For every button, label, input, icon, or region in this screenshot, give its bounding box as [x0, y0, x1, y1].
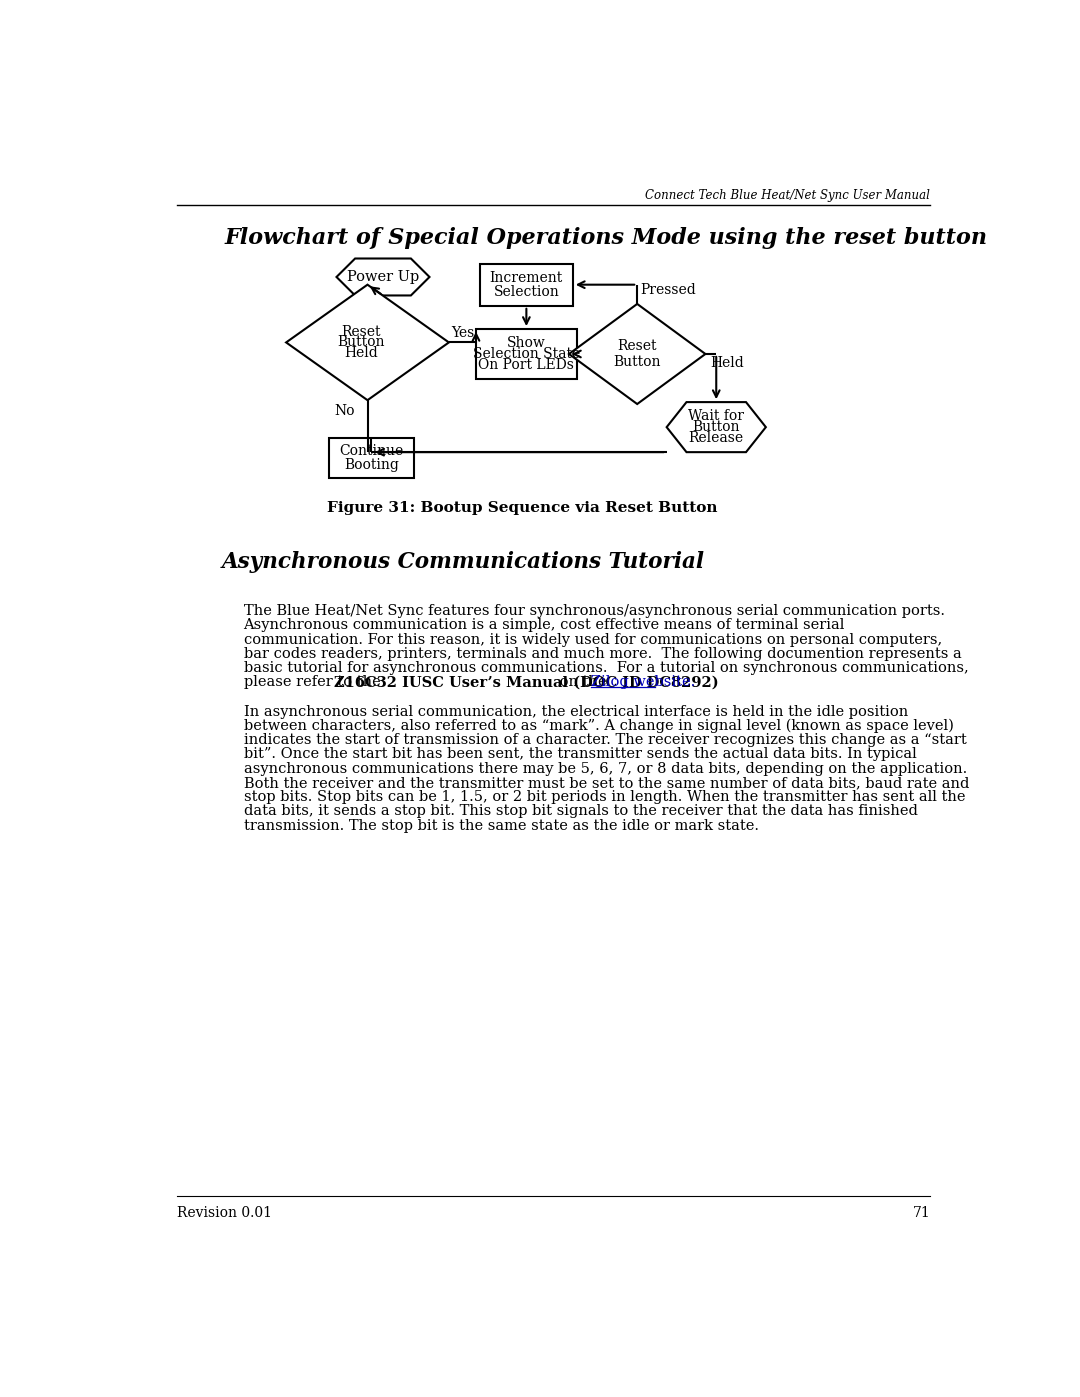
Text: Button: Button — [338, 335, 386, 349]
Text: Held: Held — [711, 356, 744, 370]
Text: Selection State: Selection State — [473, 346, 580, 360]
Text: Connect Tech Blue Heat/Net Sync User Manual: Connect Tech Blue Heat/Net Sync User Man… — [645, 189, 930, 203]
Text: Button: Button — [692, 420, 740, 434]
Text: asynchronous communications there may be 5, 6, 7, or 8 data bits, depending on t: asynchronous communications there may be… — [243, 761, 967, 775]
Text: basic tutorial for asynchronous communications.  For a tutorial on synchronous c: basic tutorial for asynchronous communic… — [243, 661, 969, 675]
Text: Button: Button — [613, 355, 661, 369]
Text: On Port LEDs: On Port LEDs — [478, 358, 575, 372]
Text: on the: on the — [555, 676, 611, 690]
Text: Zilog website.: Zilog website. — [591, 676, 696, 690]
Text: Release: Release — [689, 430, 744, 444]
Text: Booting: Booting — [343, 458, 399, 472]
Text: Continue: Continue — [339, 444, 404, 458]
Text: Power Up: Power Up — [347, 270, 419, 284]
Text: data bits, it sends a stop bit. This stop bit signals to the receiver that the d: data bits, it sends a stop bit. This sto… — [243, 805, 917, 819]
Text: please refer to the: please refer to the — [243, 676, 384, 690]
Text: Asynchronous Communications Tutorial: Asynchronous Communications Tutorial — [221, 550, 705, 573]
Polygon shape — [666, 402, 766, 453]
Text: In asynchronous serial communication, the electrical interface is held in the id: In asynchronous serial communication, th… — [243, 704, 908, 718]
Text: Increment: Increment — [489, 271, 563, 285]
Polygon shape — [569, 305, 705, 404]
Text: Both the receiver and the transmitter must be set to the same number of data bit: Both the receiver and the transmitter mu… — [243, 775, 969, 789]
Text: Yes: Yes — [451, 326, 474, 341]
Polygon shape — [286, 285, 449, 400]
Text: bar codes readers, printers, terminals and much more.  The following documention: bar codes readers, printers, terminals a… — [243, 647, 961, 661]
Bar — [480, 264, 572, 306]
Text: Revision 0.01: Revision 0.01 — [177, 1207, 272, 1221]
Text: Wait for: Wait for — [688, 409, 744, 423]
Text: The Blue Heat/Net Sync features four synchronous/asynchronous serial communicati: The Blue Heat/Net Sync features four syn… — [243, 605, 945, 619]
Text: between characters, also referred to as “mark”. A change in signal level (known : between characters, also referred to as … — [243, 719, 954, 733]
Text: 71: 71 — [913, 1207, 930, 1221]
Text: transmission. The stop bit is the same state as the idle or mark state.: transmission. The stop bit is the same s… — [243, 819, 758, 833]
Text: Figure 31: Bootup Sequence via Reset Button: Figure 31: Bootup Sequence via Reset But… — [327, 502, 718, 515]
Text: indicates the start of transmission of a character. The receiver recognizes this: indicates the start of transmission of a… — [243, 733, 967, 747]
Text: Pressed: Pressed — [640, 284, 697, 298]
Text: Selection: Selection — [494, 285, 559, 299]
Text: No: No — [334, 404, 354, 418]
Text: bit”. Once the start bit has been sent, the transmitter sends the actual data bi: bit”. Once the start bit has been sent, … — [243, 747, 916, 761]
Text: Held: Held — [345, 346, 378, 360]
Text: Reset: Reset — [618, 339, 657, 353]
Bar — [476, 328, 577, 379]
Text: Z16C32 IUSC User’s Manual (DOC ID DC8292): Z16C32 IUSC User’s Manual (DOC ID DC8292… — [334, 676, 719, 690]
Polygon shape — [337, 258, 430, 295]
Text: Flowchart of Special Operations Mode using the reset button: Flowchart of Special Operations Mode usi… — [225, 228, 987, 250]
Text: Reset: Reset — [341, 324, 381, 338]
Bar — [328, 437, 414, 478]
Text: communication. For this reason, it is widely used for communications on personal: communication. For this reason, it is wi… — [243, 633, 942, 647]
Text: Asynchronous communication is a simple, cost effective means of terminal serial: Asynchronous communication is a simple, … — [243, 619, 845, 633]
Text: Show: Show — [507, 337, 545, 351]
Text: stop bits. Stop bits can be 1, 1.5, or 2 bit periods in length. When the transmi: stop bits. Stop bits can be 1, 1.5, or 2… — [243, 791, 966, 805]
